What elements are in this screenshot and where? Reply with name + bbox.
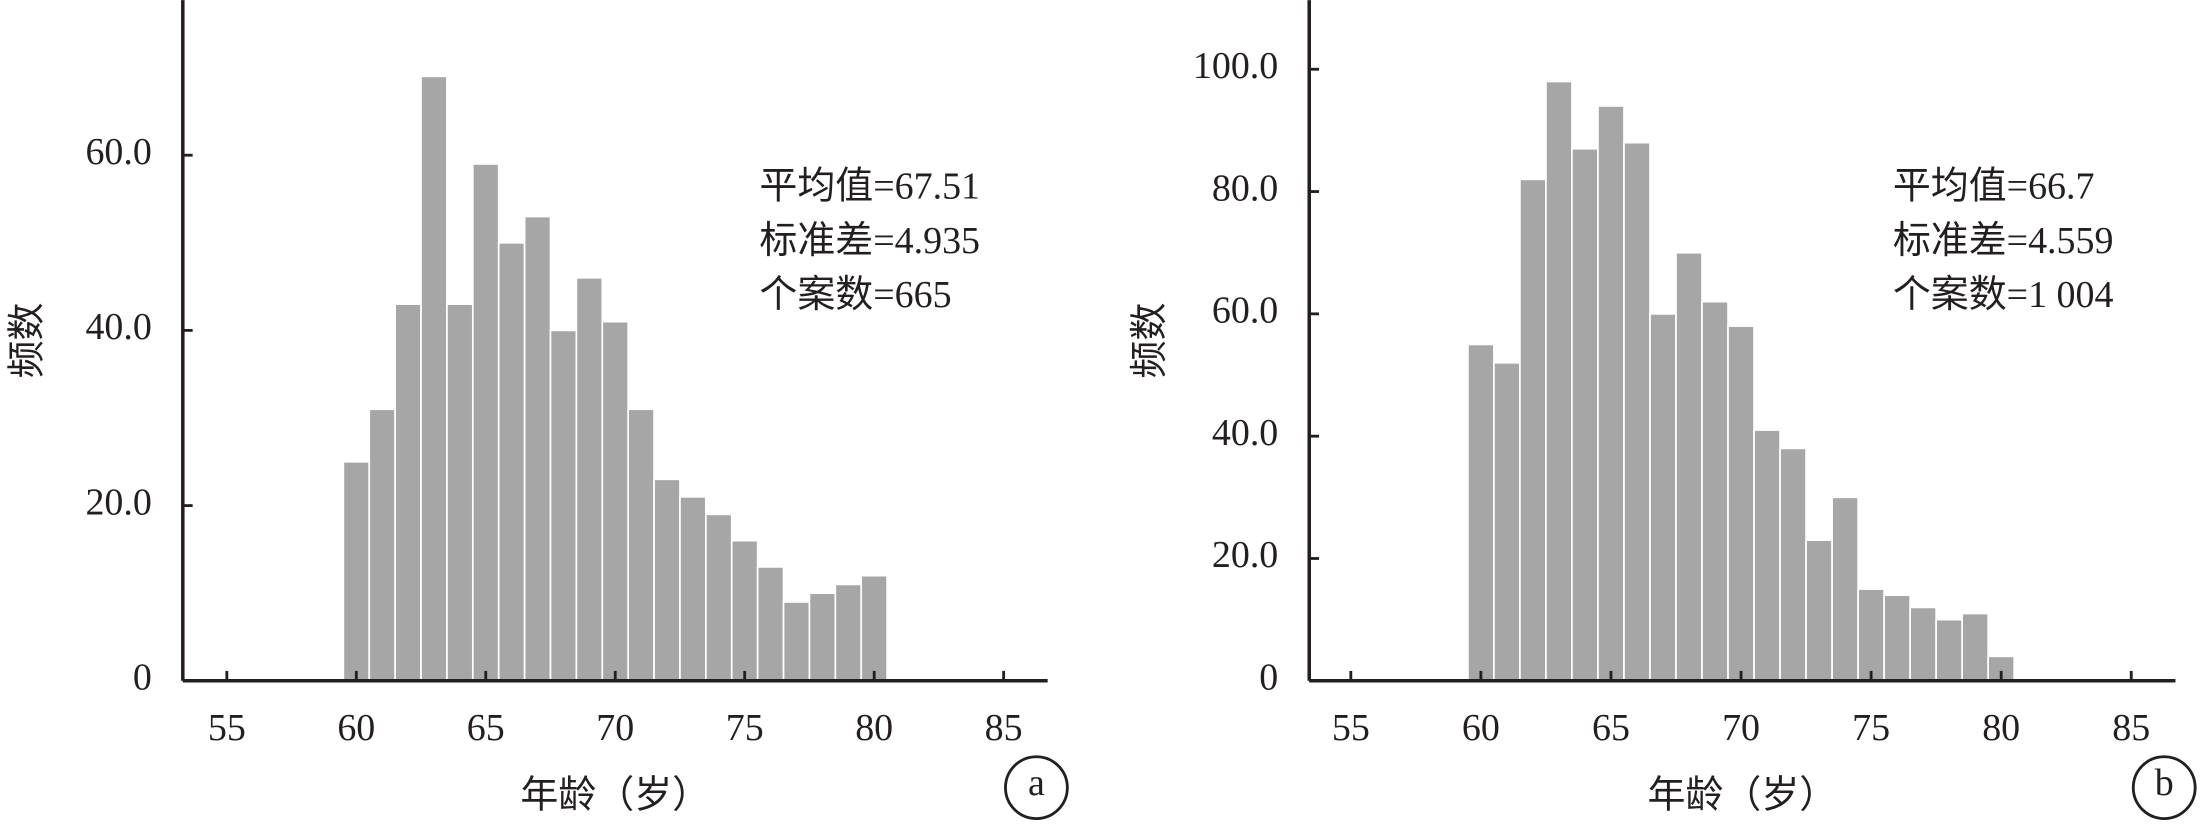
x-tick-label: 75 — [726, 707, 764, 749]
bar — [782, 601, 811, 682]
bar — [1649, 313, 1677, 682]
bar — [549, 329, 578, 682]
y-tick-label: 0 — [133, 657, 152, 699]
bar — [730, 539, 759, 682]
x-tick-label: 55 — [208, 707, 246, 749]
bar — [1753, 429, 1781, 682]
bar — [679, 495, 707, 682]
panel-label: a — [1028, 762, 1045, 804]
bar — [368, 408, 396, 682]
x-tick-label: 65 — [1592, 707, 1630, 749]
bar — [1701, 300, 1729, 682]
x-tick-label: 60 — [1462, 707, 1500, 749]
x-tick-label: 60 — [337, 707, 375, 749]
x-tick-label: 65 — [467, 707, 505, 749]
bar — [420, 75, 448, 682]
x-tick-label: 70 — [1722, 707, 1760, 749]
y-tick-label: 100.0 — [1193, 45, 1278, 87]
bar — [1909, 606, 1937, 682]
bar — [756, 566, 785, 682]
stat-annotation: 平均值=66.7 — [1893, 166, 2095, 208]
x-tick-label: 75 — [1852, 707, 1890, 749]
y-tick-label: 60.0 — [1212, 290, 1278, 332]
bar — [1883, 594, 1911, 682]
stat-annotation: 个案数=1 004 — [1893, 274, 2114, 316]
y-axis-label: 频数 — [1129, 303, 1171, 379]
bar — [705, 513, 733, 682]
x-tick-label: 70 — [596, 707, 634, 749]
panel-circle — [2131, 755, 2197, 820]
y-axis-label: 频数 — [7, 303, 49, 379]
bar — [394, 303, 422, 682]
bar — [834, 583, 863, 682]
x-tick-label: 55 — [1332, 707, 1370, 749]
bar — [523, 215, 552, 682]
y-tick-label: 60.0 — [85, 131, 151, 173]
bar — [575, 276, 604, 682]
x-tick-label: 80 — [1982, 707, 2020, 749]
y-tick-label: 40.0 — [85, 306, 151, 348]
bar — [471, 163, 500, 682]
bar — [1779, 447, 1807, 682]
y-tick-label: 20.0 — [85, 481, 151, 523]
bar — [1519, 178, 1547, 682]
bar — [1935, 618, 1964, 682]
bar — [601, 320, 630, 682]
stat-annotation: 个案数=665 — [759, 274, 951, 316]
bar — [1675, 251, 1703, 682]
x-tick-label: 85 — [2112, 707, 2150, 749]
x-tick-label: 80 — [855, 707, 893, 749]
bar — [497, 241, 526, 682]
stat-annotation: 平均值=67.51 — [759, 166, 980, 208]
y-tick-label: 80.0 — [1212, 167, 1278, 209]
stat-annotation: 标准差=4.559 — [1893, 220, 2114, 262]
panel-circle — [1004, 755, 1069, 820]
x-axis-label: 年龄（岁） — [520, 775, 710, 817]
bar — [860, 574, 888, 682]
bar — [1623, 141, 1651, 682]
bar — [808, 592, 837, 682]
bar — [1961, 612, 1990, 682]
stat-annotation: 标准差=4.935 — [759, 220, 980, 262]
bar — [1545, 80, 1573, 682]
y-tick-label: 0 — [1259, 657, 1278, 699]
bar — [1571, 147, 1599, 682]
bar — [1727, 325, 1755, 682]
bar — [1493, 361, 1521, 682]
bar — [1597, 105, 1625, 682]
bar — [627, 408, 655, 682]
bar — [342, 460, 371, 682]
bar — [1467, 343, 1495, 682]
x-tick-label: 85 — [985, 707, 1023, 749]
x-axis-label: 年龄（岁） — [1647, 775, 1837, 817]
bar — [1805, 539, 1833, 682]
y-tick-label: 20.0 — [1212, 534, 1278, 576]
bar — [1831, 496, 1859, 682]
bar — [1857, 588, 1885, 682]
panel-label: b — [2155, 762, 2174, 804]
bar — [653, 478, 681, 682]
y-tick-label: 40.0 — [1212, 412, 1278, 454]
bar — [446, 303, 474, 682]
